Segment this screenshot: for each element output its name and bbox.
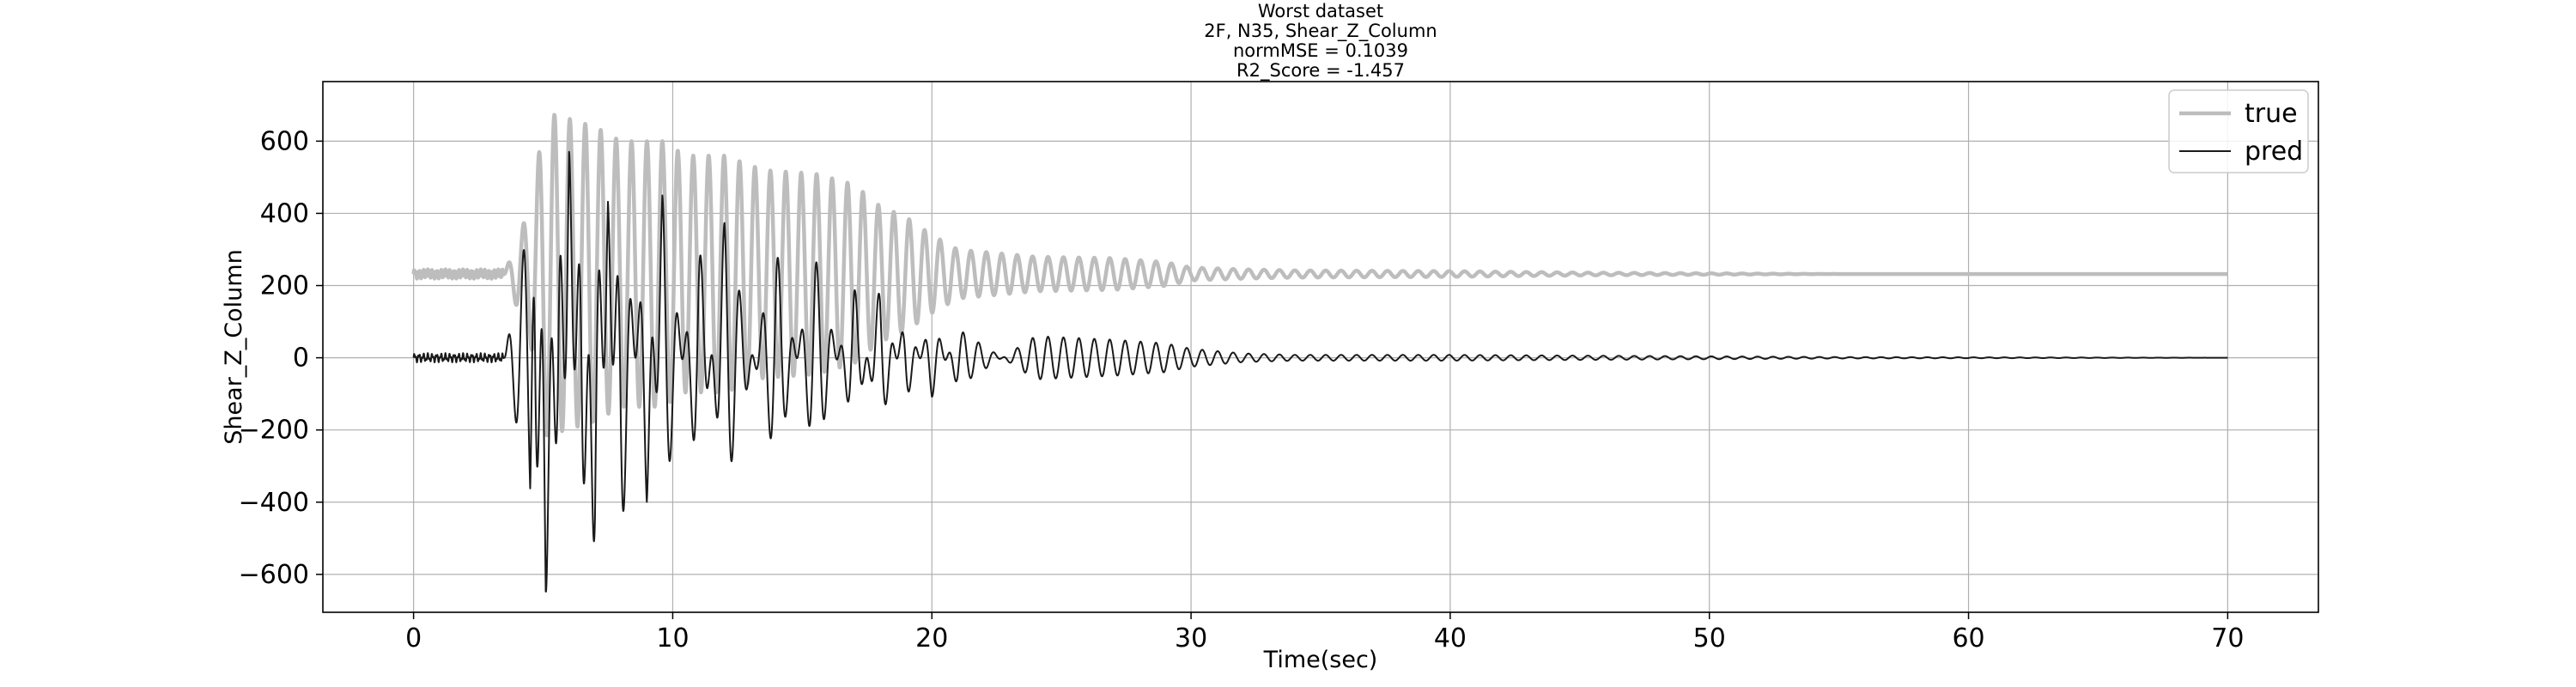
legend-label-pred: pred bbox=[2245, 137, 2303, 167]
legend: true pred bbox=[2168, 89, 2309, 173]
title-line-3: normMSE = 0.1039 bbox=[1233, 40, 1408, 61]
plot-frame bbox=[322, 81, 2319, 613]
x-tick-label: 20 bbox=[915, 623, 948, 654]
series-line-pred bbox=[412, 150, 2229, 593]
series-layer bbox=[411, 112, 2230, 593]
y-tick-label: 200 bbox=[260, 271, 309, 301]
legend-label-true: true bbox=[2245, 99, 2298, 129]
x-tick-label: 60 bbox=[1952, 623, 1984, 654]
chart-title: Worst dataset 2F, N35, Shear_Z_Column no… bbox=[1204, 1, 1437, 82]
x-tick-label: 50 bbox=[1693, 623, 1726, 654]
axis-ticks: 0 10 20 30 40 50 60 70 −600 −400 −200 0 200 400 600 bbox=[239, 126, 2245, 654]
series-line-true bbox=[411, 112, 2230, 438]
title-line-4: R2_Score = -1.457 bbox=[1236, 60, 1405, 82]
y-axis-label: Shear_Z_Column bbox=[221, 249, 247, 444]
title-line-1: Worst dataset bbox=[1258, 1, 1383, 21]
x-tick-label: 30 bbox=[1175, 623, 1207, 654]
x-tick-label: 70 bbox=[2211, 623, 2244, 654]
x-tick-label: 40 bbox=[1434, 623, 1467, 654]
y-tick-label: −200 bbox=[239, 416, 309, 446]
y-tick-label: 0 bbox=[293, 344, 309, 374]
y-tick-label: 400 bbox=[260, 198, 309, 228]
x-tick-label: 10 bbox=[656, 623, 689, 654]
y-tick-label: −400 bbox=[239, 488, 309, 518]
y-tick-label: −600 bbox=[239, 560, 309, 590]
x-axis-label: Time(sec) bbox=[1263, 647, 1378, 673]
x-tick-label: 0 bbox=[405, 623, 422, 654]
title-line-2: 2F, N35, Shear_Z_Column bbox=[1204, 21, 1437, 42]
y-tick-label: 600 bbox=[260, 126, 309, 156]
